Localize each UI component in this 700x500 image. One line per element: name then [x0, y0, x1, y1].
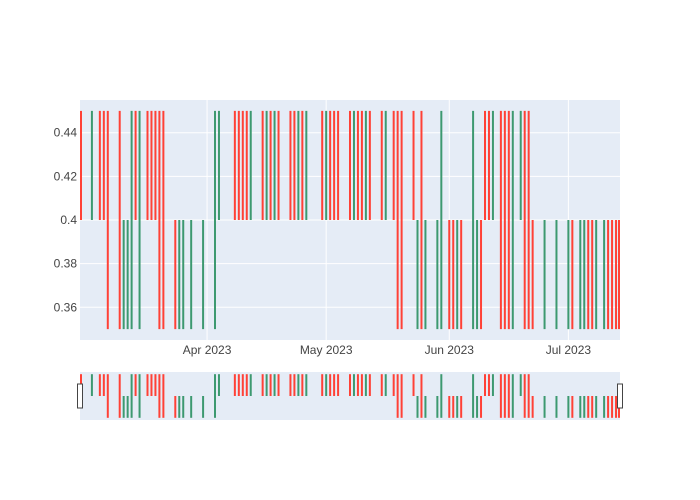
- y-tick-label: 0.44: [54, 126, 78, 140]
- range-slider-right-handle[interactable]: [617, 383, 623, 409]
- range-slider-bars: [80, 374, 620, 418]
- x-tick-label: Apr 2023: [183, 343, 232, 357]
- y-axis: 0.36 0.38 0.4 0.42 0.44: [54, 126, 78, 315]
- x-tick-label: Jul 2023: [546, 343, 592, 357]
- x-axis: Apr 2023 May 2023 Jun 2023 Jul 2023: [183, 343, 592, 357]
- range-slider-left-handle[interactable]: [77, 383, 83, 409]
- range-slider[interactable]: [77, 372, 623, 420]
- y-tick-label: 0.4: [60, 213, 77, 227]
- x-tick-label: Jun 2023: [425, 343, 475, 357]
- x-tick-label: May 2023: [300, 343, 353, 357]
- y-tick-label: 0.38: [54, 257, 78, 271]
- y-tick-label: 0.42: [54, 169, 78, 183]
- main-plot[interactable]: 0.36 0.38 0.4 0.42 0.44 Apr 2023 May 2023 Jun …: [54, 100, 620, 357]
- ohlc-bars: [80, 110, 620, 330]
- y-tick-label: 0.36: [54, 300, 78, 314]
